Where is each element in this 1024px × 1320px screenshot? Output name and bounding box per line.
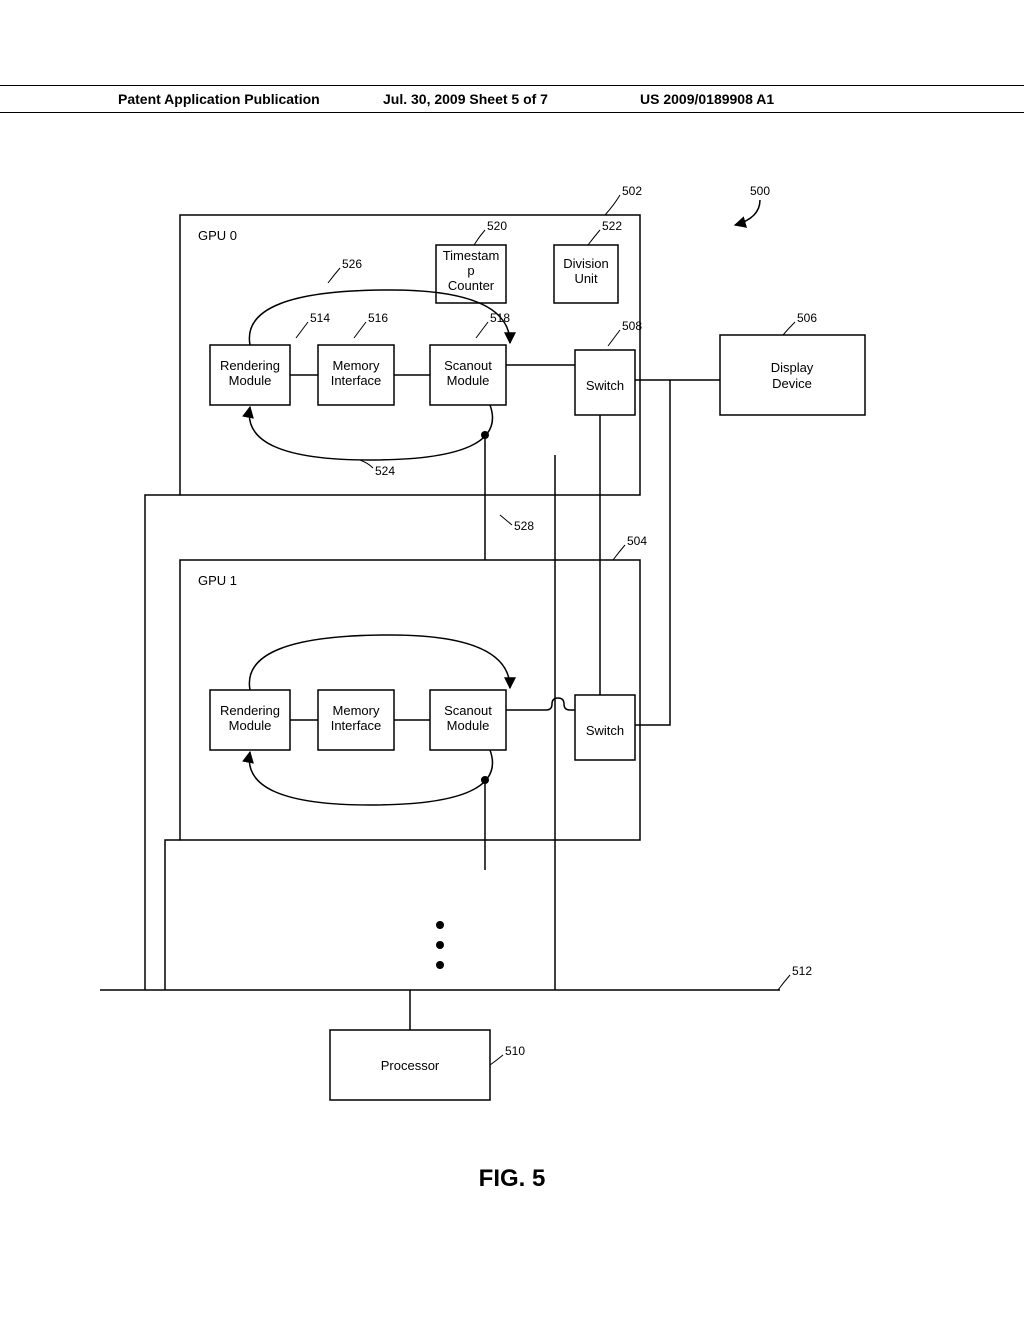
ref-518: 518 [490,311,510,325]
ref-524: 524 [375,464,395,478]
ref-502: 502 [622,184,642,198]
ref-508: 508 [622,319,642,333]
ref-522: 522 [602,219,622,233]
ref-516: 516 [368,311,388,325]
ref-526: 526 [342,257,362,271]
ref-512: 512 [792,964,812,978]
gpu1-scanout-l1: Scanout [444,703,492,718]
gpu0-rendering-l2: Module [229,373,272,388]
gpu0-scanout-l2: Module [447,373,490,388]
gpu1-label: GPU 1 [198,573,237,588]
division-l2: Unit [574,271,598,286]
gpu1-memif-l1: Memory [333,703,380,718]
gpu0-memif-l2: Interface [331,373,382,388]
switch1-label: Switch [586,723,624,738]
gpu1-rendering-l2: Module [229,718,272,733]
ref-528: 528 [514,519,534,533]
timestamp-l1: Timestam [443,248,500,263]
gpu0-scanout-l1: Scanout [444,358,492,373]
timestamp-l3: Counter [448,278,495,293]
ref-514: 514 [310,311,330,325]
ref-506: 506 [797,311,817,325]
ref-520: 520 [487,219,507,233]
division-l1: Division [563,256,609,271]
figure-label: FIG. 5 [0,1165,1024,1193]
gpu1-group: GPU 1 504 Rendering Module Memory Interf… [180,534,647,840]
ref-500: 500 [735,184,770,225]
ref-504: 504 [627,534,647,548]
gpu0-label: GPU 0 [198,228,237,243]
display-l1: Display [771,360,814,375]
gpu0-group: GPU 0 502 Timestam p Counter 520 Divisio… [180,184,642,495]
gpu0-rendering-l1: Rendering [220,358,280,373]
switch0-label: Switch [586,378,624,393]
display-device [720,335,865,415]
gpu1-scanout-l2: Module [447,718,490,733]
ref-500-label: 500 [750,184,770,198]
ref-510: 510 [505,1044,525,1058]
processor-label: Processor [381,1058,440,1073]
display-l2: Device [772,376,812,391]
gpu1-memif-l2: Interface [331,718,382,733]
timestamp-l2: p [467,263,474,278]
gpu0-memif-l1: Memory [333,358,380,373]
figure-svg: 500 GPU 0 502 Timestam p Counter 520 Div… [0,0,1024,1320]
gpu1-rendering-l1: Rendering [220,703,280,718]
